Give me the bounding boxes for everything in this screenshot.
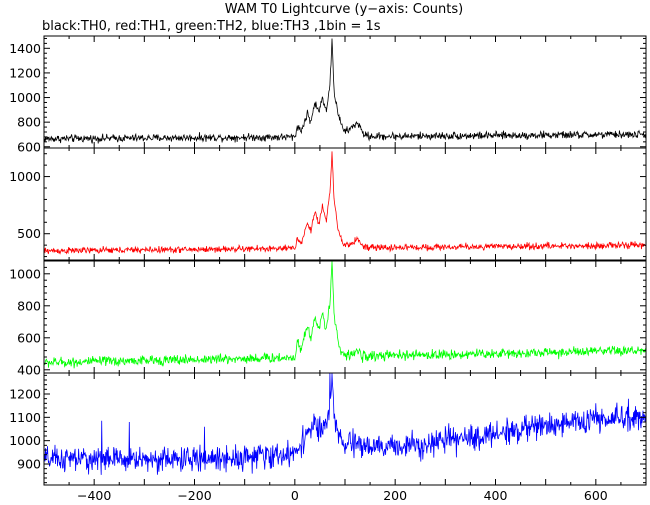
y-tick-label: 600 — [17, 139, 41, 154]
figure-title: WAM T0 Lightcurve (y−axis: Counts) — [225, 2, 463, 17]
y-tick-label: 1000 — [9, 90, 41, 105]
series-line-th3 — [43, 372, 647, 475]
lightcurve-panels: 6008001000120014005001000400600800100090… — [9, 35, 647, 503]
y-tick-label: 800 — [17, 115, 41, 130]
y-tick-label: 1400 — [9, 41, 41, 56]
series-line-th2 — [43, 260, 647, 369]
y-tick-label: 1000 — [9, 433, 41, 448]
x-tick-label: 0 — [291, 488, 299, 503]
y-tick-label: 1200 — [9, 65, 41, 80]
x-tick-label: 200 — [383, 488, 407, 503]
y-tick-label: 1200 — [9, 387, 41, 402]
panel-th3: 900 1000 1100 1200 — [9, 372, 647, 486]
panel-th2: 400 600 800 1000 — [9, 260, 647, 377]
series-line-th0 — [43, 38, 647, 144]
series-line-th1 — [43, 151, 647, 255]
y-tick-label: 900 — [17, 457, 41, 472]
y-tick-label: 1000 — [9, 169, 41, 184]
y-tick-label: 1000 — [9, 266, 41, 281]
y-tick-label: 1100 — [9, 410, 41, 425]
panel-th0: 600 800 1000 1200 1400 — [9, 35, 647, 154]
y-tick-label: 400 — [17, 362, 41, 377]
x-tick-label: 400 — [484, 488, 508, 503]
y-tick-label: 500 — [17, 226, 41, 241]
panel-th1: 500 1000 — [9, 147, 647, 261]
y-tick-label: 600 — [17, 330, 41, 345]
y-tick-label: 800 — [17, 298, 41, 313]
x-tick-label: 600 — [584, 488, 608, 503]
panel-frame — [43, 147, 647, 261]
x-tick-label: −400 — [77, 488, 111, 503]
figure-subtitle: black:TH0, red:TH1, green:TH2, blue:TH3 … — [42, 19, 381, 34]
x-tick-label: −200 — [177, 488, 211, 503]
